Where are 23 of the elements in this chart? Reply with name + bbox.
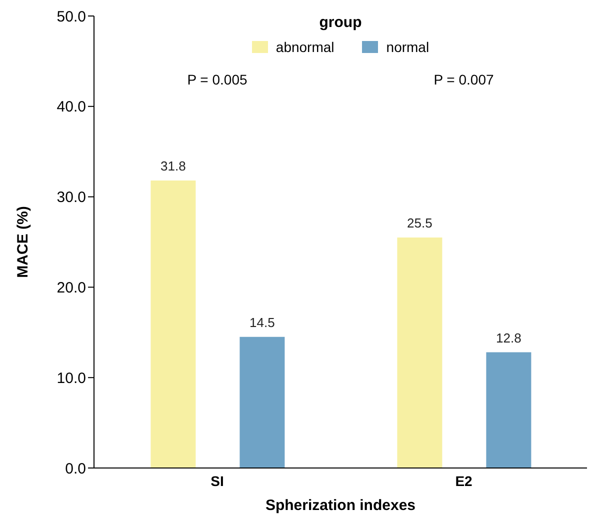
bar — [240, 336, 285, 468]
legend-title: group — [318, 14, 363, 31]
annotation: P = 0.005 — [187, 71, 248, 88]
bar — [150, 180, 196, 468]
y-tick-label: 40.0 — [56, 98, 86, 116]
y-tick-label: 30.0 — [56, 189, 86, 206]
x-tick-label: SI — [210, 472, 224, 489]
x-axis-title: Spherization indexes — [265, 497, 416, 514]
annotation: P = 0.007 — [434, 71, 494, 88]
data-label: 14.5 — [250, 314, 275, 330]
bar — [486, 352, 532, 468]
y-tick-label: 10.0 — [56, 370, 86, 387]
y-axis-title: MACE (%) — [14, 206, 32, 278]
y-tick-label: 20.0 — [56, 280, 86, 297]
data-label: 25.5 — [407, 215, 432, 230]
y-tick-label: 0.0 — [65, 460, 86, 478]
y-tick-label: 50.0 — [56, 8, 86, 26]
legend-label: abnormal — [276, 39, 334, 55]
data-label: 12.8 — [496, 330, 522, 346]
x-tick-label: E2 — [455, 472, 473, 489]
data-label: 31.8 — [160, 158, 186, 174]
bar — [397, 237, 442, 468]
legend-label: normal — [386, 39, 430, 55]
